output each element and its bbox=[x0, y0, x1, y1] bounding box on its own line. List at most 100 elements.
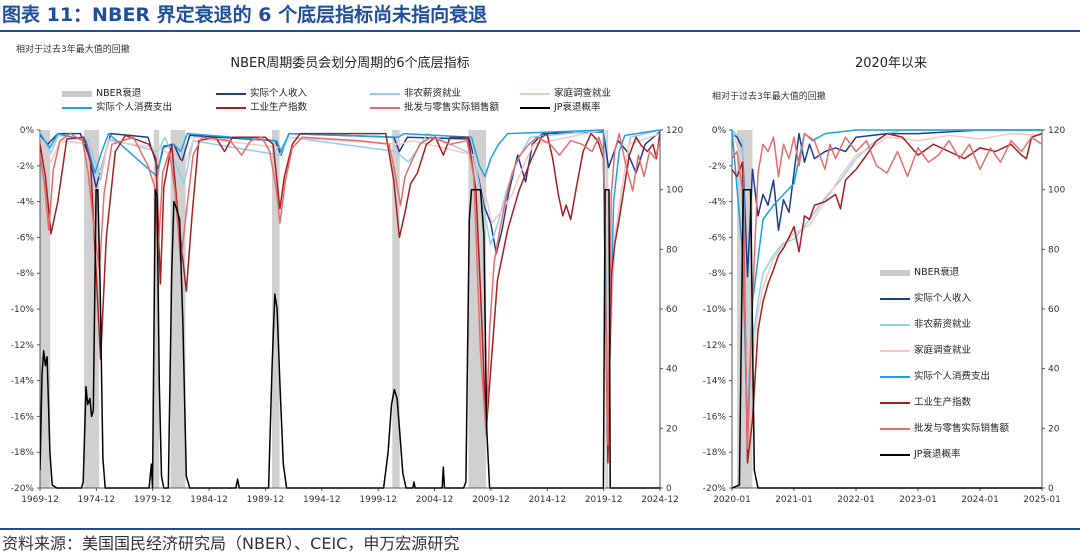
y-tick-label-left: 0% bbox=[712, 126, 727, 136]
legend-item-jp: JP衰退概率 bbox=[520, 101, 601, 115]
y-tick-label-left: -14% bbox=[11, 377, 35, 387]
legend-label: NBER衰退 bbox=[96, 88, 142, 99]
legend-swatch bbox=[216, 93, 246, 95]
legend-item-real-income: 实际个人收入 bbox=[216, 87, 307, 101]
chart-panel-2020: 2020年以来 相对于过去3年最大值的回撤 NBER衰退 实际个人收入 非农薪资… bbox=[702, 34, 1080, 526]
y-tick-label-right: 60 bbox=[666, 305, 678, 315]
legend-item-nonfarm: 非农薪资就业 bbox=[880, 318, 971, 332]
y-tick-label-right: 100 bbox=[666, 186, 683, 196]
chart-panel-history: 相对于过去3年最大值的回撤 NBER周期委员会划分周期的6个底层指标 NBER衰… bbox=[0, 34, 700, 526]
y-tick-label-right: 20 bbox=[1048, 424, 1060, 434]
legend-label: JP衰退概率 bbox=[554, 102, 601, 113]
footer-rule bbox=[0, 528, 1080, 530]
y-tick-label-right: 20 bbox=[666, 424, 678, 434]
chart-title: 2020年以来 bbox=[854, 56, 928, 71]
legend-item-real-consumption: 实际个人消费支出 bbox=[880, 370, 990, 384]
series-line-实际个人收入 bbox=[732, 129, 1042, 278]
legend-label: 批发与零售实际销售额 bbox=[404, 102, 500, 113]
y-tick-label-left: -16% bbox=[703, 412, 727, 422]
y-tick-label-left: -4% bbox=[708, 198, 726, 208]
y-tick-label-right: 120 bbox=[666, 126, 683, 136]
chart-svg-history: 0%-2%-4%-6%-8%-10%-12%-14%-16%-18%-20% 02… bbox=[11, 126, 684, 505]
series-line-非农薪资就业 bbox=[40, 129, 660, 391]
source-note: 资料来源：美国国民经济研究局（NBER）、CEIC，申万宏源研究 bbox=[2, 534, 460, 553]
legend-label: 非农薪资就业 bbox=[404, 88, 462, 99]
x-tick-label: 1999-12 bbox=[359, 495, 397, 505]
legend-swatch bbox=[520, 107, 550, 109]
y-tick-label-left: -8% bbox=[708, 269, 726, 279]
legend-swatch bbox=[880, 428, 910, 430]
x-tick-label: 1974-12 bbox=[78, 495, 116, 505]
legend-label: 实际个人收入 bbox=[914, 293, 972, 304]
x-tick-label: 2009-12 bbox=[472, 495, 510, 505]
recession-band bbox=[271, 130, 280, 488]
x-tick-label: 2023-01 bbox=[899, 495, 937, 505]
x-tick-label: 2020-01 bbox=[713, 495, 751, 505]
x-tick-label: 2022-01 bbox=[837, 495, 875, 505]
series-line-工业生产指数 bbox=[40, 132, 660, 464]
legend-swatch bbox=[880, 376, 910, 378]
y-tick-label-left: -16% bbox=[11, 412, 35, 422]
legend-item-real-consumption: 实际个人消费支出 bbox=[62, 101, 172, 115]
x-tick-label: 1989-12 bbox=[247, 495, 285, 505]
series-line-非农薪资就业 bbox=[732, 129, 1042, 391]
recession-band bbox=[468, 130, 487, 488]
legend-item-industrial: 工业生产指数 bbox=[880, 396, 971, 410]
legend-item-nber: NBER衰退 bbox=[880, 266, 959, 280]
x-tick-label: 1984-12 bbox=[190, 495, 228, 505]
y-tick-label-right: 100 bbox=[1048, 186, 1065, 196]
legend-swatch bbox=[62, 107, 92, 109]
legend-swatch bbox=[520, 93, 550, 95]
y-tick-label-left: -6% bbox=[708, 233, 726, 243]
legend-swatch bbox=[880, 350, 910, 352]
legend-label: NBER衰退 bbox=[914, 267, 960, 278]
x-tick-label: 2014-12 bbox=[528, 495, 566, 505]
legend-label: 非农薪资就业 bbox=[914, 319, 972, 330]
legend-label: 批发与零售实际销售额 bbox=[914, 423, 1010, 434]
y-tick-label-right: 0 bbox=[1048, 484, 1054, 494]
legend-item-retail: 批发与零售实际销售额 bbox=[370, 101, 499, 115]
y-tick-label-left: -4% bbox=[16, 198, 34, 208]
y-tick-label-left: -18% bbox=[703, 448, 727, 458]
x-tick-label: 2024-12 bbox=[641, 495, 679, 505]
y-tick-label-right: 120 bbox=[1048, 126, 1065, 136]
y-tick-label-left: -20% bbox=[11, 484, 35, 494]
title-rule bbox=[0, 30, 1080, 32]
series-line-JP衰退概率 bbox=[40, 188, 660, 489]
chart-title: NBER周期委员会划分周期的6个底层指标 bbox=[230, 56, 470, 71]
x-tick-label: 2024-01 bbox=[961, 495, 999, 505]
y-tick-label-right: 40 bbox=[666, 365, 678, 375]
legend-label: JP衰退概率 bbox=[914, 449, 961, 460]
legend-item-household: 家庭调查就业 bbox=[880, 344, 971, 358]
legend-swatch bbox=[880, 324, 910, 326]
recession-band bbox=[392, 130, 400, 488]
x-tick-label: 2004-12 bbox=[416, 495, 454, 505]
legend-label: 实际个人收入 bbox=[250, 88, 308, 99]
y-tick-label-left: -2% bbox=[16, 162, 34, 172]
legend-item-real-income: 实际个人收入 bbox=[880, 292, 971, 306]
series-line-实际个人收入 bbox=[40, 131, 660, 255]
legend-label: 实际个人消费支出 bbox=[96, 102, 173, 113]
recession-band bbox=[153, 130, 160, 488]
legend-label: 工业生产指数 bbox=[914, 397, 972, 408]
y-tick-label-left: -6% bbox=[16, 233, 34, 243]
series-line-JP衰退概率 bbox=[732, 188, 1042, 489]
legend-swatch bbox=[880, 270, 910, 276]
series-line-实际个人消费支出 bbox=[40, 129, 660, 432]
y-tick-label-left: -8% bbox=[16, 269, 34, 279]
legend-item-household: 家庭调查就业 bbox=[520, 87, 611, 101]
y-tick-label-left: -14% bbox=[703, 377, 727, 387]
y-tick-label-left: 0% bbox=[20, 126, 35, 136]
recession-band bbox=[40, 130, 51, 488]
series-line-批发与零售实际销售额 bbox=[40, 132, 660, 446]
x-tick-label: 2019-12 bbox=[585, 495, 623, 505]
y-tick-label-left: -20% bbox=[703, 484, 727, 494]
series-group bbox=[40, 129, 660, 489]
legend-item-industrial: 工业生产指数 bbox=[216, 101, 307, 115]
drawdown-note: 相对于过去3年最大值的回撤 bbox=[712, 92, 826, 102]
legend-swatch bbox=[370, 107, 400, 109]
y-tick-label-left: -18% bbox=[11, 448, 35, 458]
x-tick-label: 1969-12 bbox=[21, 495, 59, 505]
legend-swatch bbox=[880, 454, 910, 456]
x-tick-label: 1994-12 bbox=[303, 495, 341, 505]
